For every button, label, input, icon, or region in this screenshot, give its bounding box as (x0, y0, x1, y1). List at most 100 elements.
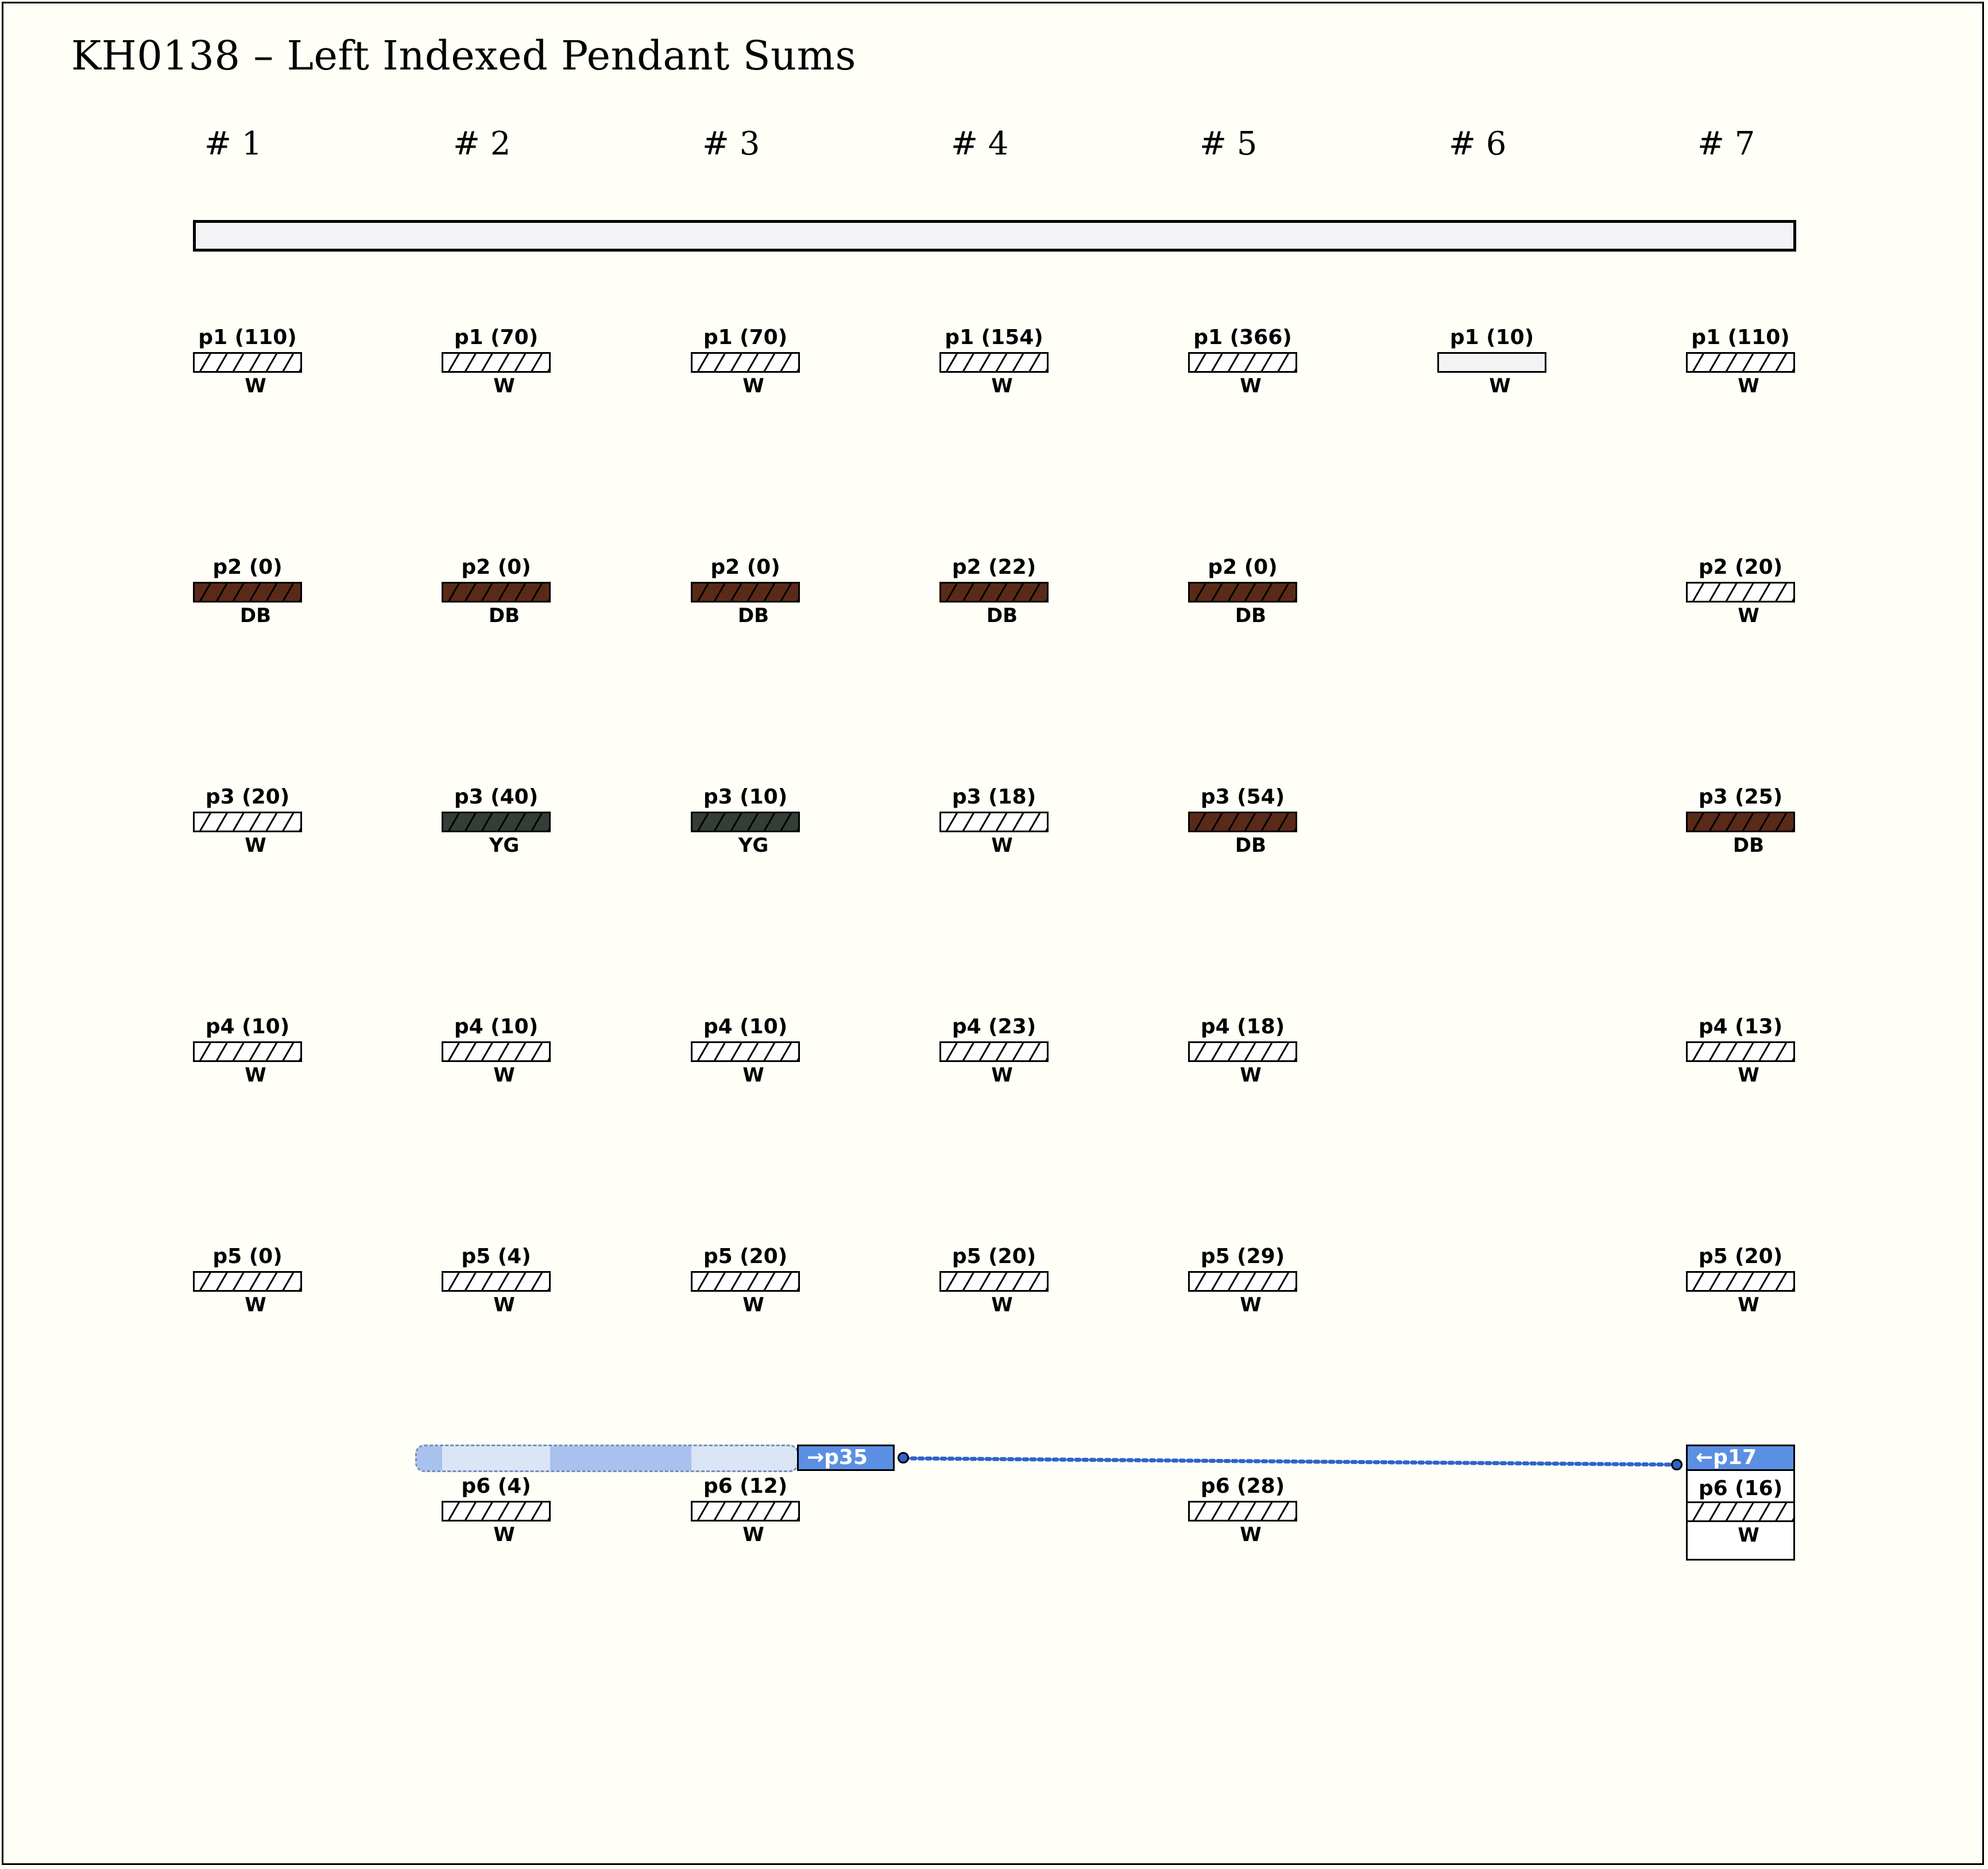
pendant-label: p3 (20) (205, 785, 290, 809)
pendant-color-label: W (1489, 374, 1511, 397)
pendant-label: p2 (0) (1208, 555, 1278, 579)
pendant-cord[interactable] (442, 352, 551, 373)
sum-source-range[interactable] (415, 1445, 799, 1472)
pendant-color-label: YG (738, 834, 769, 857)
pendant-color-label: W (245, 1064, 266, 1087)
pendant-color-label: W (1738, 1524, 1759, 1547)
sum-source-segment (550, 1446, 691, 1470)
pendant-cord[interactable] (1188, 1041, 1297, 1062)
pendant-label: p4 (10) (205, 1015, 290, 1038)
pendant-color-label: YG (489, 834, 520, 857)
pendant-label: p3 (18) (952, 785, 1036, 809)
pendant-color-label: W (245, 834, 266, 857)
pendant-cord[interactable] (939, 1271, 1049, 1292)
pendant-label: p1 (70) (703, 326, 788, 349)
pendant-color-label: W (742, 374, 764, 397)
pendant-color-label: DB (239, 604, 272, 627)
pendant-cord[interactable] (691, 582, 800, 603)
sum-target-box[interactable]: ←p17 (1686, 1445, 1795, 1561)
pendant-cord[interactable] (1686, 1501, 1795, 1522)
pendant-label: p6 (12) (703, 1474, 788, 1498)
pendant-label: p4 (10) (703, 1015, 788, 1038)
group-label: # 5 (1200, 125, 1258, 163)
pendant-cord[interactable] (442, 582, 551, 603)
pendant-color-label: DB (1235, 834, 1267, 857)
pendant-label: p6 (4) (461, 1474, 531, 1498)
pendant-cord[interactable] (193, 1041, 302, 1062)
pendant-label: p1 (110) (1691, 326, 1790, 349)
pendant-label: p5 (20) (952, 1245, 1036, 1268)
group-label: # 1 (204, 125, 262, 163)
pendant-cord[interactable] (1686, 812, 1795, 832)
pendant-color-label: DB (488, 604, 520, 627)
pendant-color-label: W (742, 1293, 764, 1316)
group-label: # 6 (1449, 125, 1507, 163)
pendant-color-label: W (742, 1064, 764, 1087)
pendant-cord[interactable] (1686, 1041, 1795, 1062)
pendant-cord[interactable] (1188, 352, 1297, 373)
pendant-cord[interactable] (442, 812, 551, 832)
page-title: KH0138 – Left Indexed Pendant Sums (71, 32, 856, 79)
pendant-cord[interactable] (442, 1501, 551, 1522)
pendant-color-label: W (1240, 1293, 1262, 1316)
pendant-color-label: W (1240, 374, 1262, 397)
sum-source-segment (417, 1446, 442, 1470)
pendant-color-label: DB (1235, 604, 1267, 627)
pendant-label: p5 (20) (703, 1245, 788, 1268)
pendant-label: p3 (40) (454, 785, 539, 809)
pendant-cord[interactable] (691, 1501, 800, 1522)
pendant-label: p4 (23) (952, 1015, 1036, 1038)
pendant-label: p5 (20) (1698, 1245, 1783, 1268)
pendant-label: p1 (366) (1193, 326, 1292, 349)
pendant-label: p2 (0) (710, 555, 780, 579)
pendant-color-label: W (991, 374, 1013, 397)
sum-link-source-dot[interactable] (898, 1452, 909, 1463)
group-label: # 7 (1697, 125, 1755, 163)
pendant-cord[interactable] (691, 352, 800, 373)
pendant-cord[interactable] (1686, 582, 1795, 603)
pendant-cord[interactable] (939, 582, 1049, 603)
pendant-cord[interactable] (1188, 1271, 1297, 1292)
pendant-label: p6 (28) (1200, 1474, 1285, 1498)
pendant-cord[interactable] (939, 1041, 1049, 1062)
pendant-color-label: W (991, 1064, 1013, 1087)
pendant-cord[interactable] (1188, 812, 1297, 832)
pendant-cord[interactable] (442, 1271, 551, 1292)
pendant-color-label: W (245, 374, 266, 397)
pendant-label: p2 (20) (1698, 555, 1783, 579)
pendant-cord[interactable] (691, 1271, 800, 1292)
pendant-cord[interactable] (691, 812, 800, 832)
pendant-cord[interactable] (939, 352, 1049, 373)
pendant-label: p6 (16) (1698, 1477, 1783, 1500)
pendant-label: p2 (0) (212, 555, 283, 579)
pendant-color-label: W (1738, 1293, 1759, 1316)
pendant-label: p5 (0) (212, 1245, 283, 1268)
pendant-cord[interactable] (1188, 582, 1297, 603)
pendant-color-label: W (493, 374, 515, 397)
pendant-color-label: W (245, 1293, 266, 1316)
pendant-cord[interactable] (193, 812, 302, 832)
pendant-cord[interactable] (1686, 352, 1795, 373)
sum-link-target-dot[interactable] (1671, 1459, 1683, 1470)
pendant-label: p4 (18) (1200, 1015, 1285, 1038)
sum-source-tag[interactable]: →p35 (797, 1445, 895, 1471)
pendant-cord[interactable] (1686, 1271, 1795, 1292)
pendant-cord[interactable] (193, 582, 302, 603)
pendant-cord[interactable] (1437, 352, 1546, 373)
pendant-cord[interactable] (193, 1271, 302, 1292)
group-label: # 3 (702, 125, 760, 163)
pendant-label: p4 (10) (454, 1015, 539, 1038)
pendant-cord[interactable] (442, 1041, 551, 1062)
primary-cord (193, 220, 1796, 252)
pendant-label: p4 (13) (1698, 1015, 1783, 1038)
pendant-color-label: W (991, 1293, 1013, 1316)
pendant-cord[interactable] (691, 1041, 800, 1062)
pendant-color-label: W (493, 1523, 515, 1546)
pendant-label: p3 (10) (703, 785, 788, 809)
pendant-color-label: W (1738, 374, 1759, 397)
pendant-cord[interactable] (1188, 1501, 1297, 1522)
pendant-cord[interactable] (193, 352, 302, 373)
pendant-cord[interactable] (939, 812, 1049, 832)
pendant-label: p3 (54) (1200, 785, 1285, 809)
